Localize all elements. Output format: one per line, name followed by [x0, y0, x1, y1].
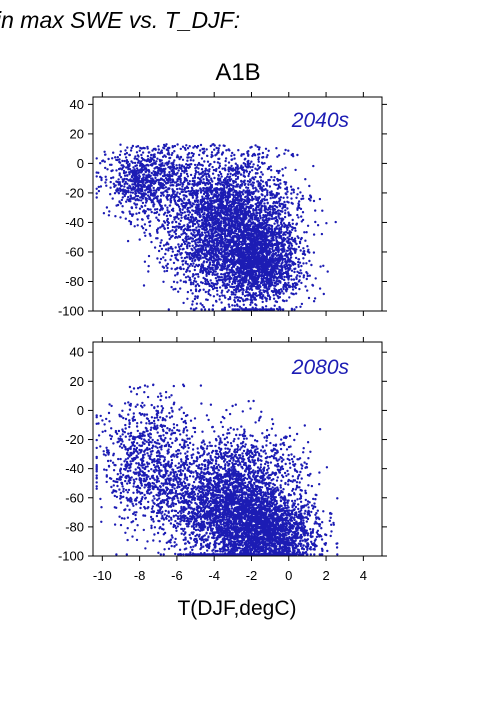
- y-tick-label: -40: [65, 215, 84, 230]
- y-tick-label: -20: [65, 185, 84, 200]
- x-tick-label: -2: [246, 568, 258, 583]
- x-tick-label: -6: [171, 568, 183, 583]
- y-tick-label: -40: [65, 461, 84, 476]
- x-tick-label: -8: [134, 568, 146, 583]
- plot-frame-2040s: [92, 96, 383, 312]
- y-tick-label: -100: [58, 304, 84, 319]
- x-tick-label: 2: [322, 568, 329, 583]
- y-tick-label: -100: [58, 549, 84, 564]
- scatter-point: [95, 143, 337, 311]
- scatter-point: [95, 383, 339, 556]
- period-label-2080s: 2080s: [291, 356, 350, 379]
- y-tick-label: 40: [70, 97, 84, 112]
- y-tick-label: 0: [77, 403, 84, 418]
- y-tick-label: -20: [65, 432, 84, 447]
- scenario-title: A1B: [215, 59, 260, 86]
- scatter-points-2080s: [95, 383, 339, 556]
- x-axis-label: T(DJF,degC): [177, 597, 296, 620]
- y-tick-label: 40: [70, 345, 84, 360]
- y-tick-label: 20: [70, 374, 84, 389]
- scatter-points-2040s: [95, 143, 337, 311]
- scatter-panel-2040s: -100 -80 -60 -40 -20 0 20 40 2040s: [58, 92, 387, 319]
- y-tick-label: 20: [70, 126, 84, 141]
- plot-frame-2080s: [92, 341, 383, 557]
- x-tick-label: -10: [93, 568, 112, 583]
- x-tick-label: 0: [285, 568, 292, 583]
- x-tick-label: -4: [208, 568, 220, 583]
- figure-heading: in max SWE vs. T_DJF:: [0, 7, 240, 33]
- period-label-2040s: 2040s: [291, 109, 350, 132]
- axis-ticks-2040s: -100 -80 -60 -40 -20 0 20 40: [58, 92, 387, 319]
- y-tick-label: -60: [65, 244, 84, 259]
- x-tick-label: 4: [360, 568, 367, 583]
- y-tick-label: -80: [65, 519, 84, 534]
- y-tick-label: -60: [65, 490, 84, 505]
- y-tick-label: -80: [65, 274, 84, 289]
- y-tick-label: 0: [77, 156, 84, 171]
